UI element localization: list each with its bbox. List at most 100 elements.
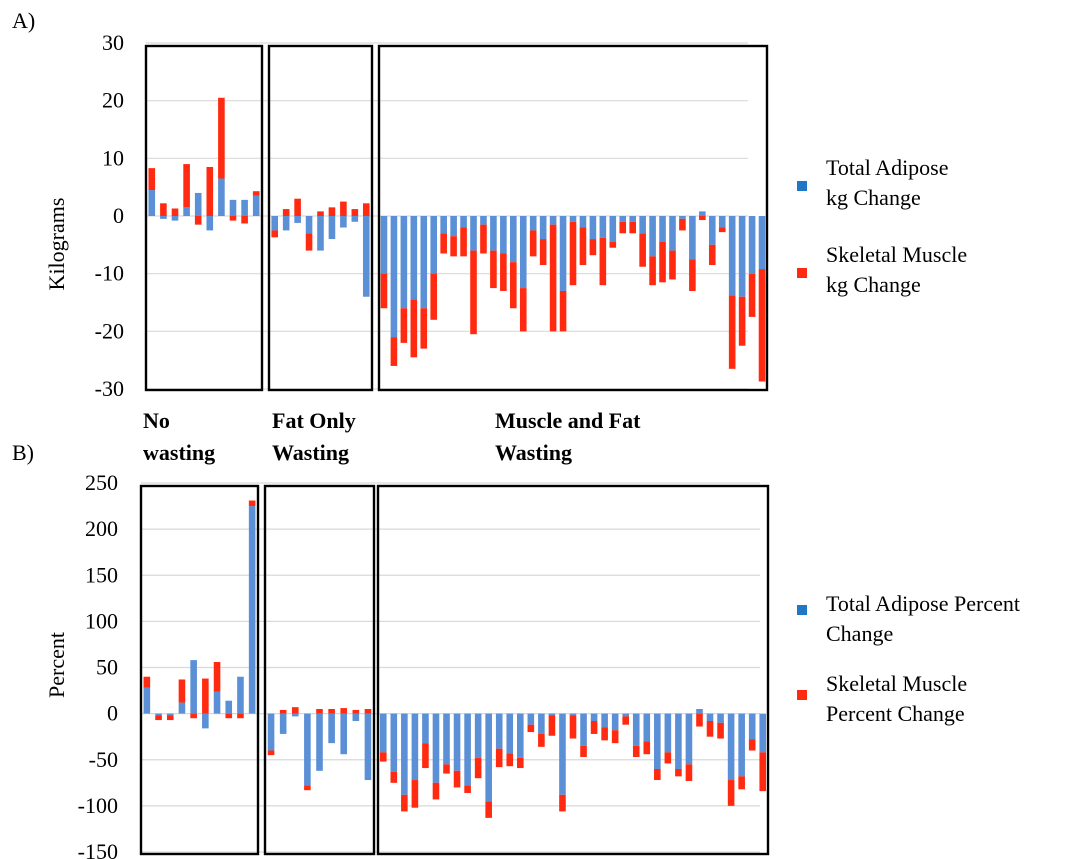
bar-adipose <box>430 216 438 274</box>
bar-muscle <box>639 233 646 267</box>
bar-adipose <box>390 216 398 338</box>
legend-swatch <box>797 268 807 278</box>
bar-adipose <box>218 178 225 216</box>
bar-muscle <box>340 201 347 216</box>
bar-adipose <box>738 713 745 777</box>
bar-muscle <box>649 256 656 286</box>
bar-adipose <box>202 713 209 729</box>
bar-adipose <box>362 216 370 297</box>
bar-adipose <box>699 211 706 216</box>
bar-muscle <box>410 299 418 358</box>
bar-muscle <box>237 713 244 719</box>
legend-swatch <box>797 690 807 700</box>
legend-label: Percent Change <box>826 701 965 726</box>
bar-adipose <box>328 216 336 240</box>
bar-muscle <box>453 770 461 788</box>
y-tick-label: 100 <box>85 608 118 633</box>
bar-adipose <box>579 216 587 228</box>
bar-adipose <box>229 199 237 216</box>
bar-adipose <box>148 190 156 216</box>
bar-adipose <box>490 216 497 251</box>
bar-adipose <box>401 713 408 795</box>
bar-adipose <box>599 216 607 238</box>
bar-muscle <box>316 709 323 714</box>
bar-muscle <box>495 748 503 768</box>
bar-muscle <box>696 713 703 727</box>
bar-muscle <box>685 764 693 781</box>
bar-muscle <box>559 794 566 812</box>
bar-adipose <box>305 216 313 234</box>
bar-muscle <box>143 676 151 688</box>
bar-muscle <box>758 269 766 382</box>
bar-adipose <box>622 713 630 717</box>
bar-adipose <box>453 713 461 771</box>
bar-muscle <box>527 724 535 733</box>
bar-adipose <box>664 713 672 753</box>
y-tick-label: 200 <box>85 516 118 541</box>
bar-adipose <box>237 676 244 714</box>
y-tick-label: 0 <box>107 701 118 726</box>
bar-muscle <box>470 250 477 335</box>
bar-muscle <box>664 752 672 764</box>
bar-muscle <box>294 198 301 216</box>
panel-b-muscle-fat-box <box>376 484 770 856</box>
bar-muscle <box>148 168 156 191</box>
bar-muscle <box>430 273 438 320</box>
bar-muscle <box>548 715 556 736</box>
bar-muscle <box>400 308 408 343</box>
bar-adipose <box>190 660 197 714</box>
bar-adipose <box>440 216 447 234</box>
bar-muscle <box>340 708 348 714</box>
bar-muscle <box>206 166 214 216</box>
bar-muscle <box>706 721 714 737</box>
bar-adipose <box>619 216 627 222</box>
panel-b: B) 250 200 150 100 50 0 -50 -100 -150 Percent To… <box>12 440 1020 859</box>
bar-muscle <box>218 97 225 179</box>
bar-muscle <box>708 244 716 266</box>
bar-adipose <box>480 216 487 225</box>
bar-adipose <box>380 216 388 274</box>
group-label-fat-only-line2: Wasting <box>272 440 349 465</box>
bar-muscle <box>352 709 360 714</box>
bar-adipose <box>706 713 714 722</box>
bar-muscle <box>194 216 202 225</box>
bar-adipose <box>506 713 514 754</box>
bar-adipose <box>364 713 372 781</box>
bar-adipose <box>738 216 746 297</box>
bar-muscle <box>166 715 174 721</box>
y-tick-label: 0 <box>113 203 124 228</box>
bar-muscle <box>279 709 287 714</box>
bar-adipose <box>304 713 311 786</box>
bar-adipose <box>282 216 290 231</box>
bar-adipose <box>659 216 666 242</box>
bar-adipose <box>748 713 756 740</box>
bar-muscle <box>759 752 767 792</box>
bar-muscle <box>464 785 471 793</box>
bar-adipose <box>422 713 429 744</box>
bar-adipose <box>225 700 233 714</box>
bar-muscle <box>490 250 497 289</box>
bar-adipose <box>679 216 686 219</box>
bar-muscle <box>669 250 676 280</box>
bar-muscle <box>516 757 524 769</box>
bar-muscle <box>569 715 577 739</box>
y-tick-label: 10 <box>102 145 124 170</box>
bar-adipose <box>495 713 503 749</box>
panel-b-label: B) <box>12 440 34 465</box>
y-tick-label: -30 <box>95 376 124 401</box>
legend-swatch <box>797 605 807 615</box>
bar-adipose <box>474 713 482 758</box>
bar-adipose <box>340 216 347 228</box>
bar-muscle <box>675 768 682 777</box>
panel-a-y-axis-label: Kilograms <box>44 198 69 291</box>
bar-muscle <box>659 241 666 283</box>
bar-adipose <box>569 713 577 716</box>
bar-muscle <box>190 713 197 719</box>
bar-adipose <box>248 506 256 714</box>
panel-b-no-wasting-box <box>139 484 260 856</box>
bar-muscle <box>229 216 237 221</box>
legend-swatch <box>797 181 807 191</box>
bar-muscle <box>443 764 450 774</box>
bar-muscle <box>420 308 428 349</box>
bar-adipose <box>559 216 567 291</box>
